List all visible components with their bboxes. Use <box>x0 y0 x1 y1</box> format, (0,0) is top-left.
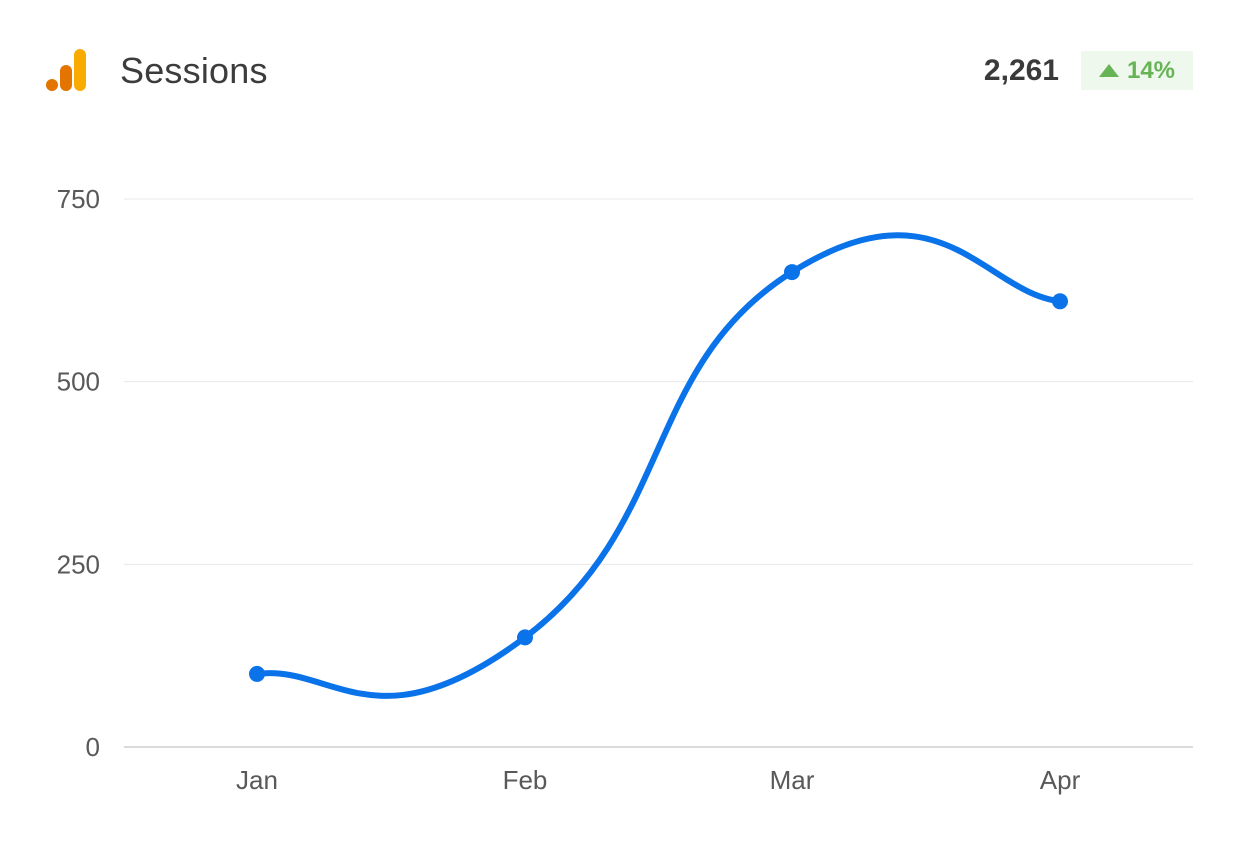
y-tick-label: 0 <box>86 732 100 762</box>
chart-title: Sessions <box>120 50 268 91</box>
data-points <box>249 264 1068 682</box>
y-axis: 0 250 500 750 <box>57 184 100 762</box>
data-point[interactable] <box>249 665 265 682</box>
series-line <box>254 232 1063 699</box>
total-sessions-value: 2,261 <box>983 54 1059 87</box>
card-header: Sessions 2,261 14% <box>0 0 1243 140</box>
data-point[interactable] <box>784 264 800 281</box>
y-tick-label: 750 <box>57 184 100 214</box>
data-point[interactable] <box>1052 293 1068 310</box>
data-point[interactable] <box>517 629 533 646</box>
x-tick-label: Mar <box>770 765 815 795</box>
y-tick-label: 500 <box>57 367 100 397</box>
x-tick-label: Jan <box>236 765 278 795</box>
change-badge: 14% <box>1081 51 1193 90</box>
x-tick-label: Feb <box>503 765 548 795</box>
x-axis: Jan Feb Mar Apr <box>236 765 1081 795</box>
y-tick-label: 250 <box>57 549 100 579</box>
arrow-up-icon <box>1098 64 1119 77</box>
change-percent: 14% <box>1126 56 1176 84</box>
analytics-bars-icon <box>46 49 86 91</box>
x-tick-label: Apr <box>1040 765 1081 795</box>
grid-lines <box>124 198 1193 748</box>
